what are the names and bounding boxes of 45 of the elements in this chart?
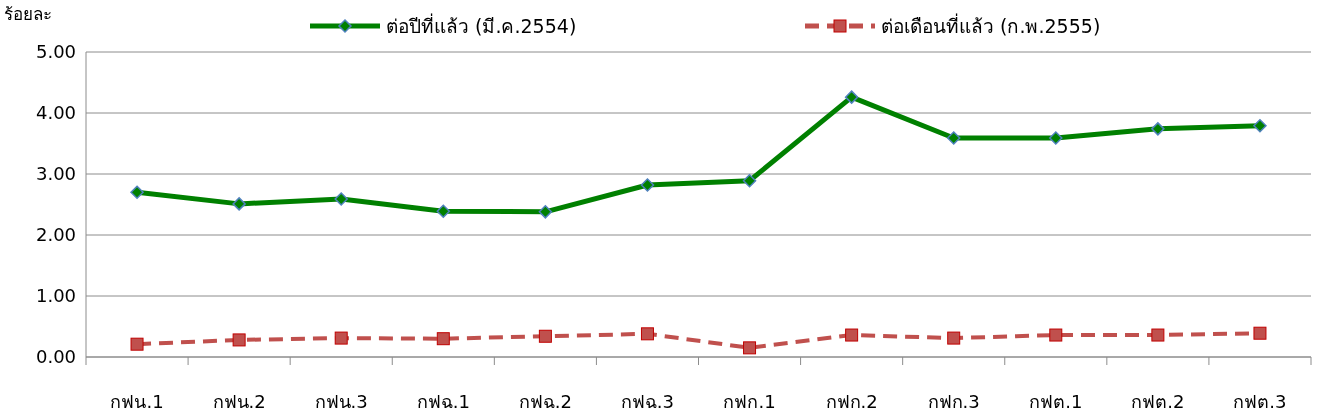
- y-tick-label: 5.00: [35, 41, 77, 63]
- y-tick-label: 4.00: [35, 102, 77, 124]
- y-tick-label: 2.00: [35, 224, 77, 246]
- point: [436, 204, 451, 218]
- point: [334, 331, 348, 345]
- point: [1253, 326, 1267, 340]
- x-tick-label: กฟต.1: [1029, 391, 1083, 412]
- x-tick-label: กฟก.1: [723, 391, 776, 412]
- point: [1151, 122, 1165, 136]
- point: [640, 327, 654, 341]
- x-tick-label: กฟต.2: [1131, 391, 1185, 412]
- legend-label: ต่อเดือนที่แล้ว (ก.พ.2555): [881, 13, 1101, 37]
- point: [640, 178, 655, 192]
- point: [436, 332, 450, 346]
- x-tick-label: กฟต.3: [1233, 391, 1287, 412]
- point: [947, 331, 961, 345]
- point: [232, 333, 246, 347]
- point: [743, 341, 757, 355]
- y-tick-label: 3.00: [35, 163, 77, 185]
- point: [742, 173, 757, 188]
- point: [1151, 328, 1165, 342]
- x-tick-label: กฟก.3: [927, 391, 980, 412]
- point: [845, 328, 859, 342]
- y-tick-label: 0.00: [35, 346, 77, 368]
- point: [1049, 131, 1063, 145]
- x-tick-label: กฟฉ.2: [518, 391, 572, 412]
- point: [130, 185, 144, 200]
- point: [1253, 119, 1267, 133]
- x-tick-label: กฟก.2: [825, 391, 878, 412]
- point: [946, 131, 961, 145]
- point: [334, 192, 348, 206]
- point: [1049, 328, 1063, 342]
- x-tick-label: กฟน.1: [110, 391, 164, 412]
- x-tick-label: กฟน.3: [314, 391, 368, 412]
- x-tick-label: กฟฉ.1: [416, 391, 470, 412]
- point: [538, 329, 552, 343]
- point: [130, 337, 144, 351]
- point: [538, 205, 553, 219]
- point: [844, 90, 859, 104]
- y-tick-label: 1.00: [35, 285, 77, 307]
- y-axis-title: ร้อยละ: [4, 4, 52, 24]
- legend-label: ต่อปีที่แล้ว (มี.ค.2554): [386, 13, 577, 37]
- x-tick-label: กฟฉ.3: [620, 391, 675, 412]
- x-tick-label: กฟน.2: [212, 391, 266, 412]
- point: [232, 197, 246, 211]
